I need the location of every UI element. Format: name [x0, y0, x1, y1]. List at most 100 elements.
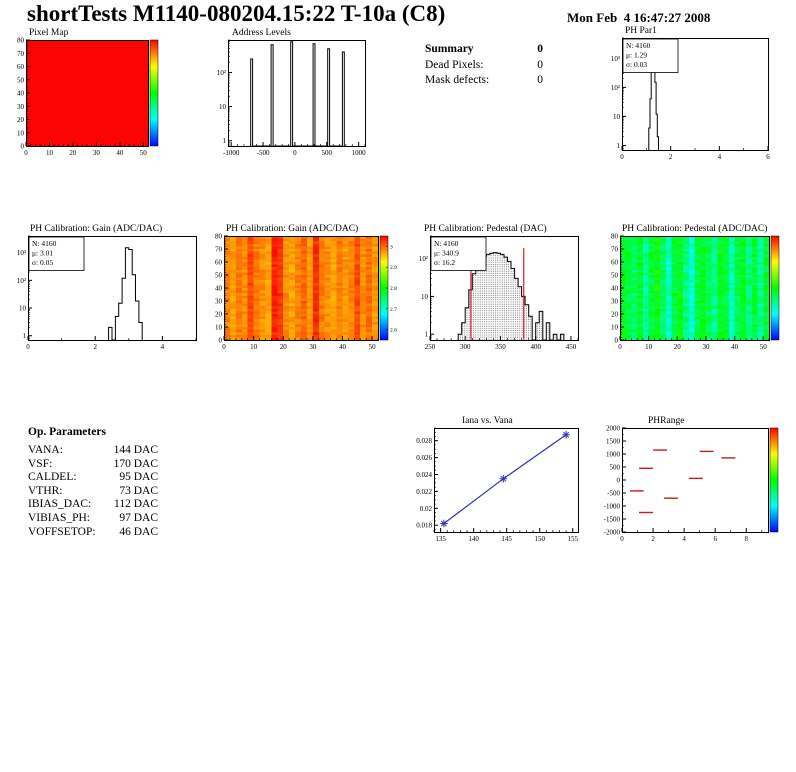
op-param-label: IBIAS_DAC:	[28, 498, 92, 511]
colorbar-tick-label: 2.8	[390, 286, 397, 292]
y-tick-label: 10	[611, 324, 619, 332]
y-tick-label: 80	[17, 37, 25, 45]
y-tick-label: 20	[215, 311, 223, 319]
x-tick-label: 4	[682, 535, 686, 543]
op-param-row: CALDEL: 95 DAC	[28, 471, 158, 485]
x-tick-label: 4	[718, 153, 722, 161]
x-tick-label: 6	[766, 153, 770, 161]
histogram	[108, 247, 143, 341]
x-tick-label: 1000	[352, 149, 367, 157]
mask-defects-value: 0	[537, 74, 543, 86]
y-tick-label: 2000	[606, 425, 621, 433]
colorbar	[770, 235, 780, 341]
y-tick-label: 10	[19, 305, 27, 313]
dead-pixels-value: 0	[537, 58, 543, 71]
stats-box	[430, 236, 487, 271]
x-tick-label: 0	[24, 149, 28, 157]
chart-title: PH Calibration: Gain (ADC/DAC)	[30, 223, 162, 234]
y-tick-label: 0.02	[420, 505, 433, 513]
op-param-value: 112 DAC	[114, 498, 158, 511]
x-tick-label: 30	[702, 343, 710, 351]
x-tick-label: 40	[731, 343, 739, 351]
op-param-label: VANA:	[28, 444, 63, 456]
chart-title: PHRange	[648, 416, 684, 426]
y-tick-label: 70	[17, 50, 25, 58]
y-tick-label: 0	[615, 337, 619, 345]
x-tick-label: 10	[645, 343, 653, 351]
x-tick-label: 20	[69, 149, 77, 157]
op-param-row: VTHR: 73 DAC	[28, 485, 158, 499]
y-tick-label: 0	[617, 477, 621, 485]
op-param-row: VIBIAS_PH: 97 DAC	[28, 512, 158, 526]
chart-title: PH Par1	[625, 26, 657, 36]
x-tick-label: 145	[501, 535, 512, 543]
dead-pixels-label: Dead Pixels:	[425, 58, 484, 71]
plot-frame	[620, 236, 770, 341]
stats-line: N: 4160	[32, 239, 57, 248]
x-tick-label: 50	[140, 149, 148, 157]
summary-row: Mask defects: 0	[425, 73, 543, 89]
y-tick-label: 10	[613, 113, 621, 121]
y-tick-label: 10²	[611, 84, 620, 92]
y-tick-label: 0.018	[416, 522, 432, 530]
x-tick-label: 2	[651, 535, 655, 543]
chart-title: PH Calibration: Gain (ADC/DAC)	[226, 223, 358, 234]
y-tick-label: 70	[215, 246, 223, 254]
x-tick-label: 155	[567, 535, 578, 543]
x-tick-label: 0	[293, 149, 297, 157]
summary-header-row: Summary 0	[425, 42, 543, 58]
y-tick-label: 0.028	[416, 437, 432, 445]
stats-box	[622, 38, 679, 73]
y-tick-label: 1	[223, 137, 227, 145]
y-tick-label: 80	[611, 233, 619, 241]
histogram	[250, 41, 345, 147]
mask-defects-label: Mask defects:	[425, 74, 490, 86]
x-tick-label: 0	[222, 343, 226, 351]
stats-line: σ: 0.03	[626, 60, 647, 69]
x-tick-label: 20	[280, 343, 288, 351]
x-tick-label: 10	[46, 149, 54, 157]
x-tick-label: 50	[369, 343, 377, 351]
x-tick-label: 250	[425, 343, 436, 351]
y-tick-label: 10³	[17, 249, 26, 257]
y-tick-label: 40	[17, 90, 25, 98]
stats-line: μ: 340.9	[434, 249, 459, 258]
y-tick-label: -1500	[604, 516, 621, 524]
y-tick-label: 70	[611, 246, 619, 254]
op-param-row: IBIAS_DAC: 112 DAC	[28, 498, 158, 512]
x-tick-label: -500	[257, 149, 270, 157]
y-tick-label: 0.024	[416, 471, 432, 479]
op-param-label: VOFFSETOP:	[28, 525, 96, 538]
y-tick-label: 50	[215, 272, 223, 280]
x-tick-label: 350	[495, 343, 506, 351]
op-parameters-title: Op. Parameters	[28, 426, 106, 438]
y-tick-label: 40	[611, 285, 619, 293]
page-title: shortTests M1140-080204.15:22 T-10a (C8)	[27, 1, 446, 26]
y-tick-label: 0.022	[416, 488, 432, 496]
op-param-value: 170 DAC	[113, 457, 158, 470]
y-tick-label: 10²	[419, 255, 428, 263]
x-tick-label: 6	[713, 535, 717, 543]
stats-line: N: 4160	[626, 41, 651, 50]
op-param-value: 73 DAC	[119, 484, 158, 497]
stats-line: σ: 16.2	[434, 258, 455, 267]
x-tick-label: 40	[339, 343, 347, 351]
summary-value: 0	[537, 43, 543, 55]
star-marker	[563, 431, 570, 438]
plot-frame	[228, 40, 366, 147]
chart-address_levels: Address Levels -1000 -500 0 500 1000 1 10 10²	[217, 28, 366, 157]
y-tick-label: -1000	[604, 503, 621, 511]
stats-line: μ: 3.01	[32, 249, 53, 258]
y-tick-label: 1	[617, 142, 621, 150]
chart-iana: Iana vs. Vana 135 140 145 150 155 0.018 0.02 0.0…	[416, 416, 579, 543]
x-tick-label: 500	[322, 149, 333, 157]
y-tick-label: 20	[611, 311, 619, 319]
x-tick-label: 135	[435, 535, 446, 543]
y-tick-label: 60	[215, 259, 223, 267]
chart-phrange: PHRange 0 2 4 6 8 2000 1500 1000 500 0 -500 -1000 -15…	[604, 416, 779, 543]
x-tick-label: 40	[116, 149, 124, 157]
stats-line: μ: 1.29	[626, 51, 647, 60]
y-tick-label: 0	[219, 337, 223, 345]
op-parameters-block: Op. Parameters VANA: 144 DAC VSF: 170 DA…	[28, 426, 158, 539]
x-tick-label: 30	[309, 343, 317, 351]
